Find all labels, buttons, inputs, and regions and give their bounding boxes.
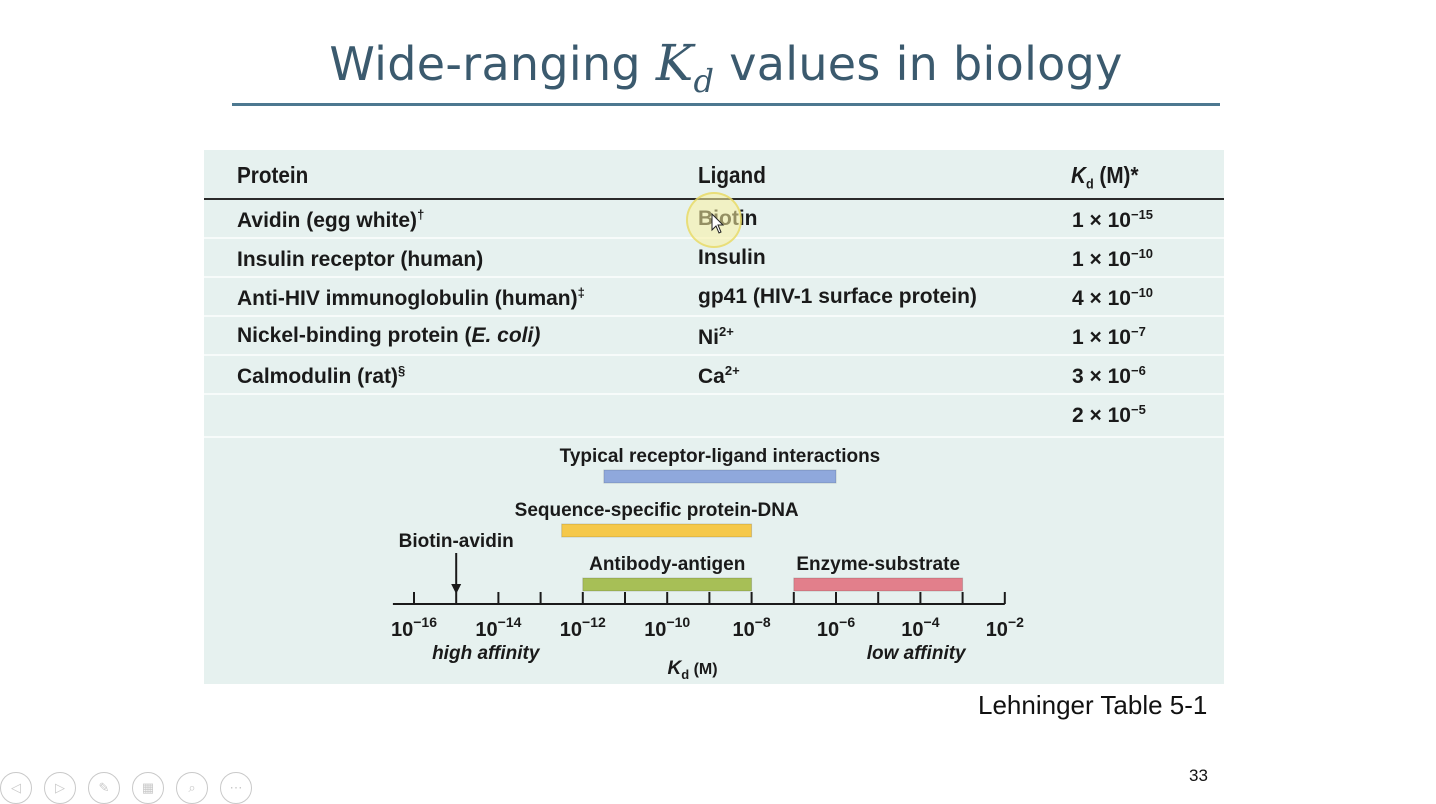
range-bar-1: [603, 469, 837, 484]
x-axis-unit-label: Kd (M): [667, 658, 717, 682]
header-kd-main: K: [1071, 162, 1086, 188]
slide-title: Wide-ranging Kd values in biology: [232, 34, 1220, 100]
cell-kd: 2 × 10−5: [1072, 402, 1146, 427]
cell-protein: Calmodulin (rat)§: [237, 363, 406, 388]
table-row: Anti-HIV immunoglobulin (human)‡ gp41 (H…: [204, 278, 1224, 317]
x-tick-label: 10−14: [475, 614, 521, 641]
header-kd-unit: (M)*: [1099, 162, 1139, 188]
cell-kd: 3 × 10−6: [1072, 363, 1146, 388]
more-options-icon[interactable]: ⋯: [220, 772, 252, 804]
header-kd-sub: d: [1085, 175, 1094, 192]
table-row: 2 × 10−5: [204, 395, 1224, 432]
title-kd-main: K: [655, 34, 694, 92]
x-tick-label: 10−12: [560, 614, 606, 641]
cell-kd: 1 × 10−7: [1072, 324, 1146, 349]
cell-kd: 4 × 10−10: [1072, 285, 1154, 310]
biotin-avidin-arrowhead: [451, 584, 462, 594]
range-label-1: Typical receptor-ligand interactions: [560, 446, 881, 467]
title-prefix: Wide-ranging: [329, 37, 641, 91]
next-arrow-icon[interactable]: ▷: [44, 772, 76, 804]
kd-range-chart: 10−16 10−14 10−12 10−10 10−8 10−6 10−4 10−2 high…: [391, 446, 1024, 682]
header-protein: Protein: [237, 162, 309, 188]
range-label-4: Enzyme-substrate: [796, 554, 960, 575]
x-tick-label: 10−10: [644, 614, 690, 641]
low-affinity-label: low affinity: [867, 643, 967, 664]
mouse-pointer-icon: [711, 213, 725, 234]
table-row: Insulin receptor (human) Insulin 1 × 10−…: [204, 239, 1224, 278]
title-kd-symbol: Kd: [655, 34, 714, 100]
source-citation: Lehninger Table 5-1: [978, 690, 1208, 720]
cell-ligand: gp41 (HIV-1 surface protein): [698, 285, 977, 308]
table-chart-divider: [204, 436, 1224, 438]
x-tick-label: 10−6: [817, 614, 855, 641]
cell-ligand: Ni2+: [698, 324, 734, 349]
cell-protein: Insulin receptor (human): [237, 248, 484, 271]
cell-ligand: Insulin: [698, 246, 766, 269]
cell-kd: 1 × 10−15: [1072, 207, 1154, 232]
page-number: 33: [1189, 766, 1208, 785]
range-label-3: Antibody-antigen: [589, 554, 745, 575]
cell-ligand: Ca2+: [698, 363, 740, 388]
zoom-icon[interactable]: ⌕: [176, 772, 208, 804]
title-underline: [232, 103, 1220, 106]
range-bar-4: [793, 577, 964, 592]
title-kd-sub: d: [693, 62, 715, 100]
presentation-toolbar: ◁ ▷ ✎ ▦ ⌕ ⋯: [0, 772, 260, 804]
cell-protein: Avidin (egg white)†: [237, 207, 425, 232]
range-bar-3: [582, 577, 753, 592]
cell-protein: Anti-HIV immunoglobulin (human)‡: [237, 285, 585, 310]
pen-icon[interactable]: ✎: [88, 772, 120, 804]
range-label-2: Sequence-specific protein-DNA: [515, 500, 799, 521]
x-tick-label: 10−16: [391, 614, 437, 641]
cell-protein: Nickel-binding protein (E. coli): [237, 324, 541, 347]
table-body: Avidin (egg white)† Biotin 1 × 10−15 Ins…: [204, 200, 1224, 432]
cell-kd: 1 × 10−10: [1072, 246, 1154, 271]
x-tick-label: 10−8: [732, 614, 770, 641]
high-affinity-label: high affinity: [432, 643, 541, 664]
x-tick-label: 10−4: [901, 614, 939, 641]
range-bar-2: [561, 523, 753, 538]
title-suffix: values in biology: [729, 37, 1123, 91]
header-ligand: Ligand: [698, 162, 766, 188]
table-row: Calmodulin (rat)§ Ca2+ 3 × 10−6: [204, 356, 1224, 395]
slides-grid-icon[interactable]: ▦: [132, 772, 164, 804]
prev-arrow-icon[interactable]: ◁: [0, 772, 32, 804]
table-row: Nickel-binding protein (E. coli) Ni2+ 1 …: [204, 317, 1224, 356]
header-kd: Kd (M)*: [1071, 162, 1139, 192]
x-tick-label: 10−2: [986, 614, 1024, 641]
biotin-avidin-label: Biotin-avidin: [399, 531, 514, 552]
